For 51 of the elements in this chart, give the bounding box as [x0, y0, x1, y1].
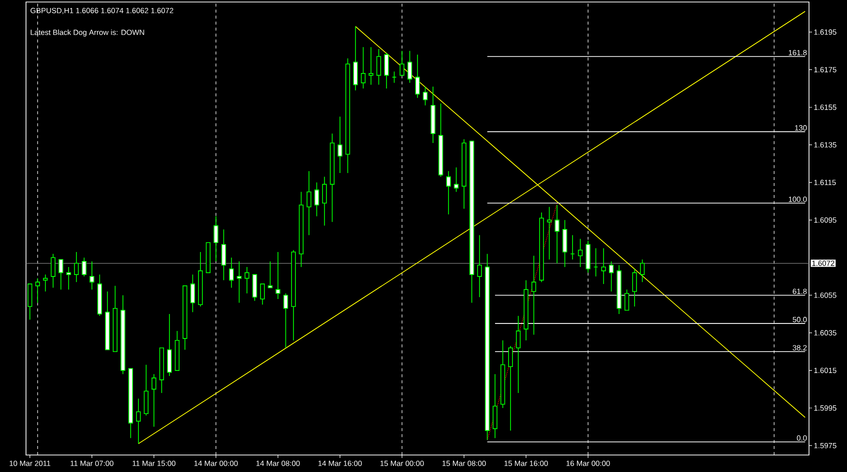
candlestick	[407, 50, 412, 84]
candlestick	[516, 316, 521, 394]
candlestick	[601, 248, 606, 284]
candlestick	[229, 257, 234, 288]
candlestick	[546, 206, 552, 260]
candlestick	[43, 274, 48, 292]
candlestick	[632, 268, 637, 307]
candlestick	[376, 48, 382, 86]
candlestick	[446, 170, 451, 215]
candlestick	[578, 238, 583, 268]
candlestick	[252, 274, 258, 302]
candlestick	[260, 284, 265, 306]
candlestick	[268, 260, 273, 288]
candlestick	[236, 260, 242, 304]
candlestick	[314, 182, 320, 217]
candlestick	[244, 266, 250, 294]
candlestick	[50, 253, 56, 288]
candlestick	[415, 54, 420, 98]
candlestick	[400, 50, 404, 76]
candlestick	[562, 220, 568, 268]
candlestick	[58, 259, 64, 290]
candlestick	[66, 266, 71, 290]
candlestick	[276, 252, 280, 300]
candlestick	[35, 278, 40, 304]
candlestick	[368, 46, 374, 86]
candlestick	[221, 229, 226, 281]
candlestick	[454, 167, 459, 192]
candlestick	[608, 260, 614, 292]
candlestick	[508, 346, 513, 431]
candlestick	[74, 252, 79, 282]
candlestick	[353, 26, 358, 91]
candlestick	[477, 234, 482, 298]
candlestick	[28, 284, 32, 320]
candlestick	[338, 116, 342, 174]
candlestick	[322, 176, 327, 226]
candlestick	[360, 46, 366, 89]
candlestick	[144, 364, 148, 416]
candlestick	[640, 259, 645, 282]
candlestick	[190, 274, 196, 313]
candlestick	[90, 260, 94, 290]
candlestick	[492, 374, 498, 438]
candlestick	[82, 257, 86, 277]
candlestick	[283, 292, 288, 348]
candlestick	[531, 255, 536, 336]
candlestick	[136, 398, 141, 444]
candlestick	[422, 86, 428, 106]
candlestick	[167, 314, 172, 376]
candlestick	[384, 52, 389, 89]
candlestick	[152, 374, 156, 428]
candlestick	[306, 170, 312, 236]
candlestick	[624, 289, 630, 311]
